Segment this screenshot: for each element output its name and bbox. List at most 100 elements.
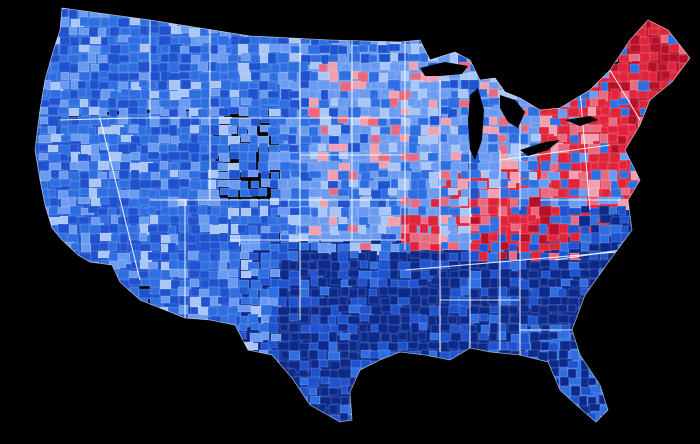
county-cell: [530, 340, 542, 352]
county-cell: [537, 315, 549, 325]
county-cell: [368, 180, 378, 189]
county-cell: [447, 315, 458, 325]
county-cell: [319, 115, 332, 126]
county-cell: [347, 278, 358, 287]
county-cell: [179, 116, 192, 129]
county-cell: [387, 324, 400, 335]
county-cell: [449, 324, 461, 333]
county-cell: [328, 143, 342, 152]
county-cell: [388, 142, 398, 153]
county-cell: [90, 71, 100, 82]
county-cell: [327, 180, 339, 190]
county-cell: [288, 277, 302, 286]
county-cell: [427, 207, 437, 218]
county-cell: [347, 106, 362, 119]
county-cell: [528, 179, 540, 189]
county-cell: [267, 52, 277, 65]
county-cell: [418, 314, 428, 325]
county-cell: [357, 81, 367, 90]
county-cell: [437, 252, 448, 263]
county-cell: [558, 162, 573, 171]
county-cell: [247, 342, 259, 351]
county-cell: [508, 305, 519, 315]
county-cell: [270, 305, 280, 317]
county-cell: [317, 277, 328, 288]
county-cell: [327, 61, 338, 72]
county-cell: [497, 251, 508, 260]
county-cell: [429, 332, 439, 341]
county-cell: [329, 360, 341, 371]
county-cell: [250, 268, 260, 277]
county-cell: [47, 144, 59, 153]
county-cell: [548, 296, 563, 306]
county-cell: [440, 170, 451, 181]
county-cell: [49, 205, 59, 216]
county-cell: [469, 187, 480, 200]
county-cell: [77, 153, 89, 163]
county-cell: [357, 287, 367, 297]
county-cell: [357, 44, 369, 53]
county-cell: [387, 134, 398, 143]
county-cell: [168, 79, 181, 91]
county-cell: [328, 331, 338, 344]
county-cell: [58, 61, 72, 74]
county-cell: [89, 98, 99, 108]
lake-huron: [500, 95, 525, 128]
county-cell: [477, 260, 488, 269]
county-cell: [89, 36, 102, 45]
county-cell: [509, 189, 522, 199]
county-cell: [117, 17, 130, 28]
county-cell: [370, 98, 381, 108]
county-cell: [68, 107, 80, 117]
county-cell: [90, 143, 100, 156]
county-cell: [128, 99, 140, 109]
county-cell: [209, 88, 221, 97]
county-cell: [570, 385, 581, 397]
county-cell: [207, 306, 218, 318]
county-cell: [310, 277, 320, 287]
county-cell: [367, 331, 381, 344]
county-cell: [458, 269, 470, 279]
county-cell: [378, 72, 390, 83]
county-cell: [369, 153, 379, 163]
county-cell: [487, 133, 499, 143]
county-cell: [337, 97, 347, 108]
county-cell: [68, 8, 78, 20]
county-cell: [387, 314, 401, 326]
county-cell: [108, 16, 119, 28]
county-cell: [147, 162, 160, 174]
county-cell: [348, 170, 358, 181]
county-cell: [639, 52, 651, 63]
county-cell: [189, 124, 200, 134]
county-cell: [337, 170, 350, 181]
county-cell: [198, 288, 211, 298]
county-cell: [299, 279, 310, 290]
county-cell: [248, 215, 261, 224]
county-cell: [310, 332, 320, 344]
county-cell: [217, 171, 230, 180]
county-cell: [387, 216, 401, 228]
county-cell: [358, 305, 372, 315]
county-cell: [199, 144, 209, 154]
county-cell: [590, 224, 601, 234]
county-cell: [270, 63, 281, 74]
county-cell: [78, 216, 90, 226]
county-cell: [227, 268, 239, 278]
county-cell: [239, 180, 249, 190]
county-cell: [277, 306, 291, 316]
county-cell: [147, 142, 161, 154]
county-cell: [527, 270, 539, 279]
county-cell: [497, 197, 509, 207]
county-cell: [557, 304, 568, 313]
county-cell: [340, 396, 350, 407]
county-cell: [258, 142, 269, 154]
county-cell: [448, 260, 460, 269]
county-cell: [97, 54, 108, 64]
county-cell: [387, 43, 401, 52]
county-cell: [298, 135, 312, 145]
county-cell: [47, 115, 60, 128]
county-cell: [399, 306, 411, 315]
county-cell: [647, 27, 659, 36]
county-cell: [339, 332, 352, 341]
county-cell: [128, 72, 141, 81]
